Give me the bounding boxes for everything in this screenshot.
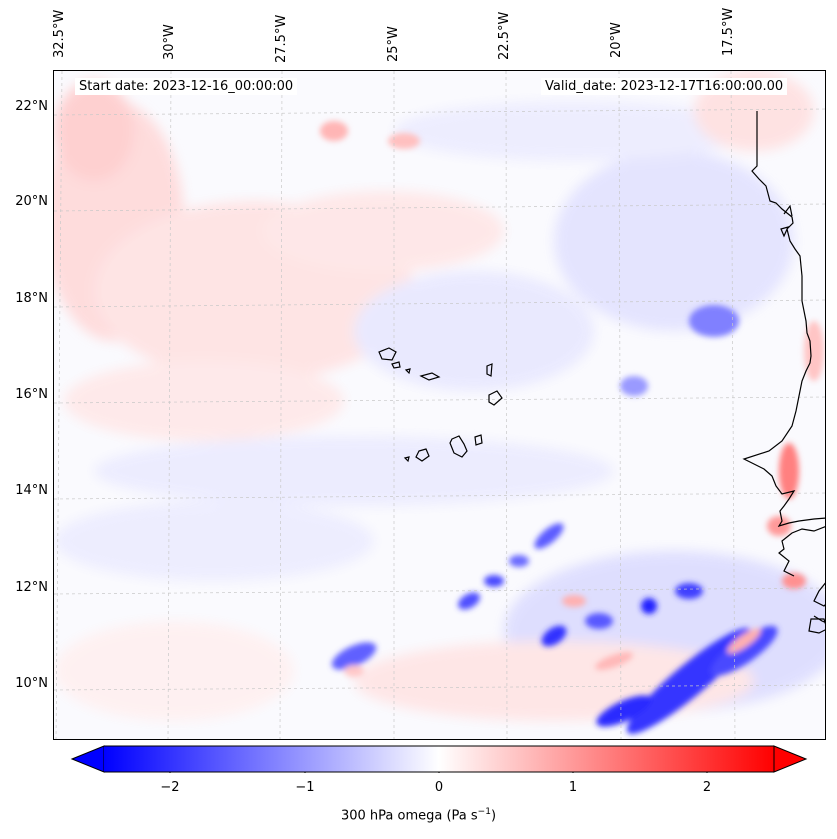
island-sal bbox=[486, 363, 493, 377]
colorbar-tick-0: 0 bbox=[434, 780, 444, 795]
colorbar-body bbox=[104, 746, 774, 772]
island-maio bbox=[474, 434, 483, 446]
island-fogo bbox=[415, 448, 430, 462]
africa-coastline bbox=[742, 111, 825, 528]
lon-label-25w: 25°W bbox=[386, 26, 401, 62]
island-santo-antao bbox=[378, 347, 397, 361]
gridlines bbox=[54, 71, 825, 739]
lon-label-32-5w: 32.5°W bbox=[52, 9, 67, 58]
colorbar-label-close: ) bbox=[490, 808, 497, 824]
omega-field bbox=[54, 71, 825, 739]
lon-label-27-5w: 27.5°W bbox=[274, 14, 289, 63]
start-date-label: Start date: 2023-12-16_00:00:00 bbox=[75, 78, 298, 95]
lat-label-10n: 10°N bbox=[15, 676, 48, 691]
colorbar-tick-neg1: −1 bbox=[295, 780, 315, 795]
colorbar-label-text: 300 hPa omega (Pa s bbox=[340, 808, 478, 824]
omega-field-map bbox=[54, 71, 825, 739]
lat-label-16n: 16°N bbox=[15, 387, 48, 402]
valid-date-label: Valid_date: 2023-12-17T16:00:00.00 bbox=[541, 78, 788, 95]
island-brava bbox=[403, 456, 410, 463]
lon-label-20w: 20°W bbox=[609, 22, 624, 58]
colorbar-tick-neg2: −2 bbox=[160, 780, 180, 795]
colorbar-extend-max bbox=[773, 745, 808, 773]
lat-label-20n: 20°N bbox=[15, 194, 48, 209]
colorbar-tick-marks bbox=[169, 772, 708, 773]
lat-label-22n: 22°N bbox=[15, 99, 48, 114]
coastlines bbox=[378, 111, 825, 634]
colorbar-tick-1: 1 bbox=[568, 780, 578, 795]
colorbar-label-sup: −1 bbox=[477, 807, 491, 817]
island-sao-nicolau bbox=[419, 372, 441, 381]
island-santa-luzia bbox=[404, 368, 411, 375]
lon-label-22-5w: 22.5°W bbox=[497, 11, 512, 60]
colorbar-tick-2: 2 bbox=[702, 780, 712, 795]
lon-label-17-5w: 17.5°W bbox=[721, 7, 736, 56]
colorbar bbox=[70, 745, 808, 773]
island-boa-vista bbox=[488, 390, 503, 406]
island-santiago bbox=[449, 435, 468, 458]
lon-label-30w: 30°W bbox=[162, 24, 177, 60]
colorbar-extend-min bbox=[70, 745, 105, 773]
lat-label-14n: 14°N bbox=[15, 483, 48, 498]
lat-label-18n: 18°N bbox=[15, 291, 48, 306]
colorbar-label: 300 hPa omega (Pa s−1) bbox=[0, 807, 837, 823]
island-sao-vicente bbox=[391, 361, 401, 369]
lat-label-12n: 12°N bbox=[15, 580, 48, 595]
map-panel bbox=[53, 70, 826, 740]
